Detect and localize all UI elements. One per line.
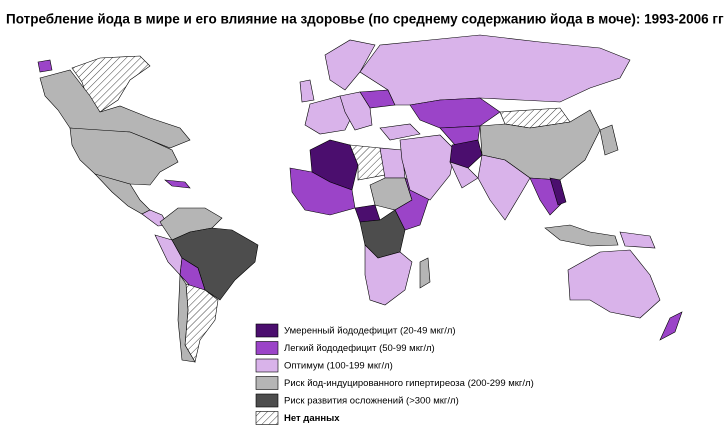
- india: [477, 154, 531, 221]
- brazil: [171, 227, 259, 301]
- legend-label: Риск йод-индуцированного гипертиреоза (2…: [284, 378, 534, 389]
- new-zealand: [659, 311, 683, 341]
- legend-swatch: [255, 376, 279, 390]
- kazakhstan: [409, 97, 501, 129]
- legend-swatch: [255, 323, 279, 338]
- australia: [567, 249, 661, 319]
- map-title: Потребление йода в мире и его влияние на…: [6, 12, 724, 27]
- russia: [359, 34, 631, 106]
- cuba: [164, 179, 191, 189]
- legend-label: Оптимум (100-199 мкг/л): [284, 361, 393, 372]
- usa: [69, 127, 179, 186]
- legend-label: Риск развития осложнений (>300 мкг/л): [284, 396, 459, 407]
- indonesia: [544, 224, 619, 247]
- britain: [299, 79, 315, 103]
- legend-swatch: [255, 358, 279, 373]
- korea-japan: [599, 124, 619, 156]
- papua: [619, 231, 656, 249]
- countries: [37, 34, 683, 363]
- legend-swatch: [255, 411, 279, 425]
- eastern-europe: [339, 91, 373, 131]
- middle-east: [399, 134, 456, 201]
- madagascar: [419, 257, 431, 289]
- alaska-island: [37, 59, 53, 73]
- libya: [349, 144, 386, 181]
- legend-label: Нет данных: [284, 413, 340, 424]
- southern-africa: [364, 244, 413, 306]
- legend-swatch: [255, 393, 279, 408]
- vietnam: [549, 177, 567, 206]
- legend: Умеренный йододефицит (20-49 мкг/л) Легки…: [255, 323, 534, 425]
- afghanistan: [449, 139, 483, 169]
- legend-label: Легкий йододефицит (50-99 мкг/л): [284, 343, 435, 354]
- legend-swatch: [255, 341, 279, 355]
- chile: [177, 274, 196, 363]
- cameroon: [354, 204, 381, 223]
- turkey: [379, 123, 421, 141]
- legend-label: Умеренный йододефицит (20-49 мкг/л): [284, 326, 456, 337]
